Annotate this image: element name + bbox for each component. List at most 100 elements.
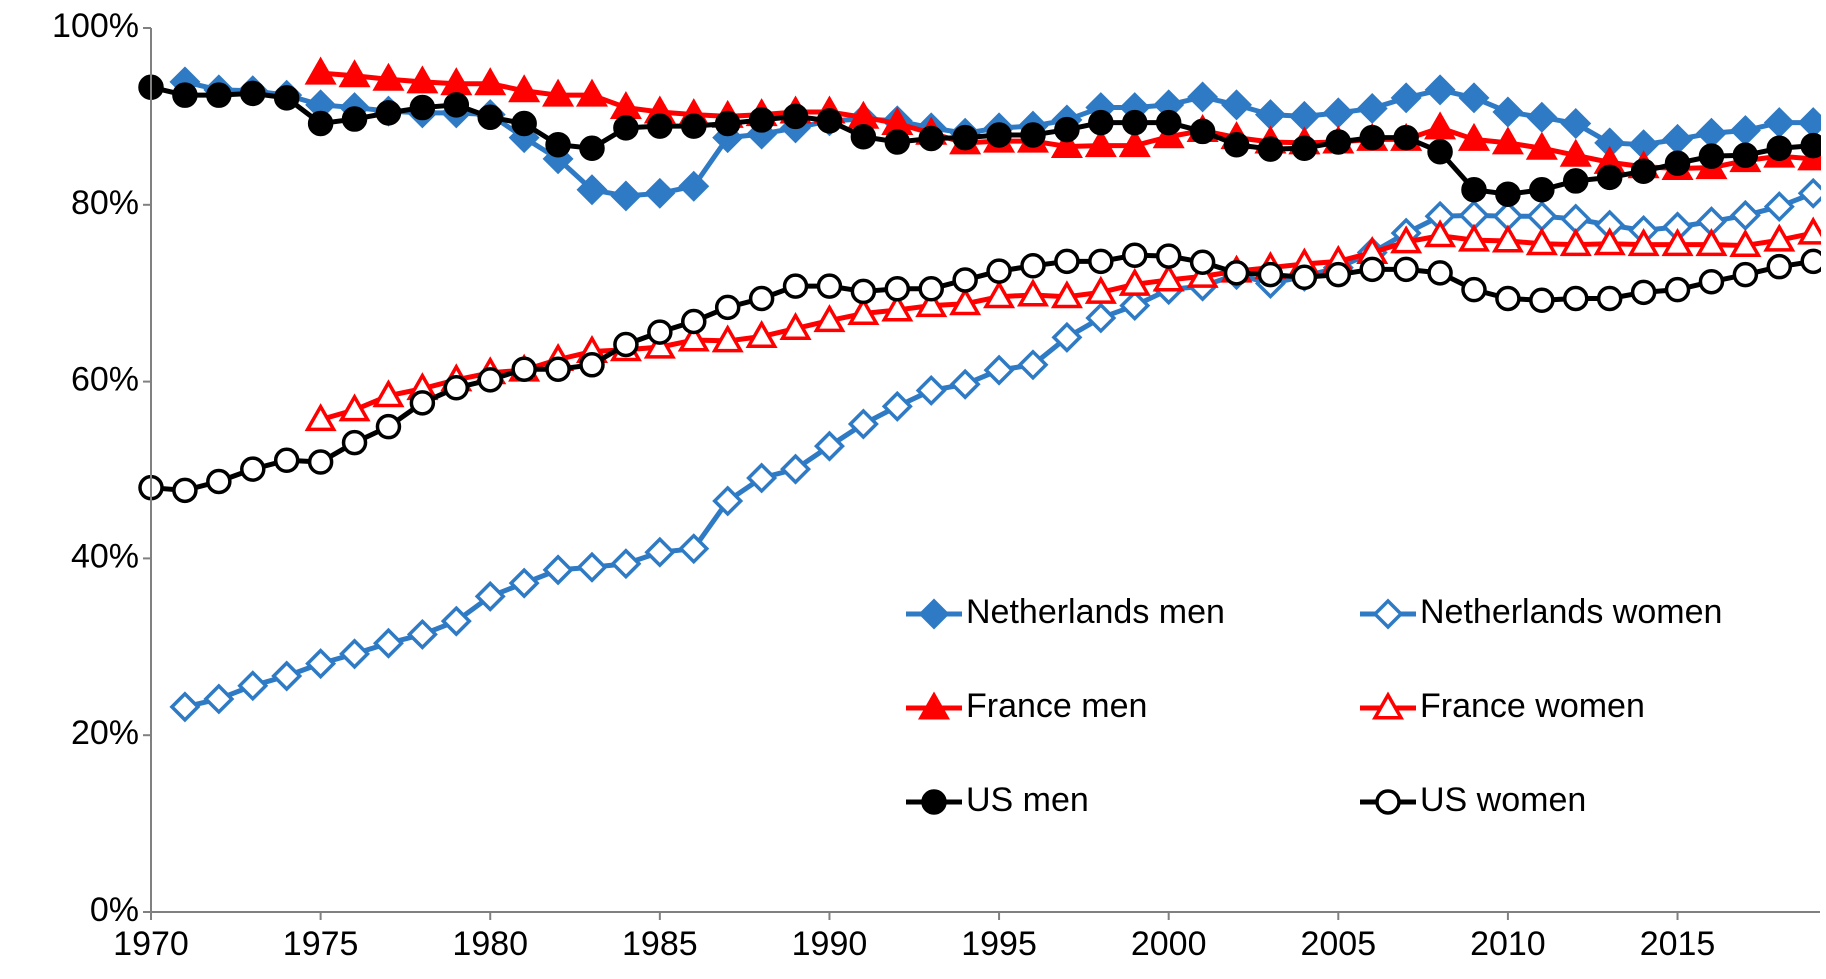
triangle-marker	[372, 379, 405, 408]
triangle-marker	[881, 293, 914, 322]
diamond-marker	[440, 605, 472, 637]
series-line	[150, 252, 1814, 493]
diamond-marker	[1372, 598, 1404, 630]
triangle-marker	[1457, 122, 1491, 151]
diamond-marker	[1187, 81, 1219, 113]
diamond-marker	[915, 374, 947, 406]
diamond-marker	[1560, 203, 1592, 235]
triangle-marker	[1084, 129, 1117, 158]
diamond-marker	[1797, 107, 1821, 139]
diamond-marker	[1119, 290, 1151, 322]
triangle-marker	[304, 56, 337, 85]
circle-marker	[748, 107, 775, 133]
circle-marker	[1495, 181, 1521, 207]
circle-marker	[1766, 253, 1793, 280]
circle-marker	[240, 80, 266, 107]
circle-marker	[1664, 150, 1691, 177]
legend-label: US women	[1420, 781, 1586, 819]
circle-marker	[409, 94, 436, 121]
diamond-marker	[983, 354, 1015, 386]
circle-marker	[1427, 260, 1453, 286]
triangle-marker	[338, 59, 371, 88]
circle-marker	[1189, 249, 1216, 276]
triangle-marker	[1627, 228, 1660, 257]
diamond-marker	[474, 580, 506, 612]
triangle-marker	[1457, 223, 1491, 252]
triangle-marker	[1371, 691, 1405, 720]
circle-marker	[1257, 261, 1284, 288]
triangle-marker	[1559, 138, 1592, 167]
triangle-marker	[1763, 223, 1796, 252]
circle-marker	[273, 447, 300, 474]
triangle-marker	[1491, 126, 1524, 155]
triangle-marker	[1525, 131, 1558, 160]
circle-marker	[1325, 261, 1352, 288]
y-tick-label: 80%	[71, 184, 139, 222]
circle-marker	[1596, 285, 1623, 312]
circle-marker	[545, 131, 571, 158]
diamond-marker	[610, 180, 642, 212]
diamond-marker	[576, 174, 608, 206]
y-tick-label: 60%	[71, 361, 139, 399]
diamond-marker	[576, 551, 608, 583]
x-tick-label: 2000	[1131, 925, 1207, 963]
triangle-marker	[575, 78, 609, 107]
circle-marker	[579, 352, 605, 378]
triangle-marker	[1118, 267, 1151, 296]
triangle-marker	[1661, 228, 1694, 257]
circle-marker	[1563, 168, 1589, 194]
circle-marker	[341, 106, 368, 132]
x-tick-label: 1995	[961, 925, 1037, 963]
circle-marker	[1375, 789, 1401, 815]
circle-marker	[545, 356, 571, 382]
triangle-marker	[1118, 129, 1151, 158]
x-tick-label: 1970	[113, 925, 189, 963]
diamond-marker	[644, 177, 676, 209]
diamond-marker	[1288, 100, 1320, 132]
circle-marker	[341, 429, 368, 456]
circle-marker	[1596, 164, 1623, 191]
diamond-marker	[1763, 107, 1795, 139]
diamond-marker	[1390, 82, 1422, 114]
circle-marker	[1529, 177, 1555, 203]
circle-marker	[884, 129, 911, 155]
triangle-marker	[372, 62, 405, 91]
circle-marker	[1291, 264, 1318, 291]
diamond-marker	[746, 462, 778, 494]
x-tick-label: 2010	[1470, 925, 1546, 963]
diamond-marker	[339, 638, 371, 670]
triangle-marker	[1424, 219, 1457, 248]
triangle-marker	[1152, 263, 1185, 292]
triangle-marker	[338, 393, 371, 422]
diamond-marker	[1322, 97, 1354, 129]
circle-marker	[782, 103, 809, 130]
circle-marker	[613, 331, 639, 358]
triangle-marker	[1525, 227, 1558, 256]
diamond-marker	[949, 368, 981, 400]
diamond-marker	[203, 683, 235, 715]
circle-marker	[1088, 248, 1114, 275]
y-tick-label: 100%	[52, 7, 139, 45]
circle-marker	[647, 113, 673, 139]
circle-marker	[172, 82, 198, 108]
circle-marker	[1461, 177, 1487, 203]
triangle-marker	[1729, 228, 1762, 257]
circle-marker	[816, 273, 843, 299]
circle-marker	[1122, 109, 1148, 136]
triangle-marker	[508, 74, 541, 103]
circle-marker	[1257, 136, 1284, 162]
x-tick-label: 2005	[1300, 925, 1376, 963]
triangle-marker	[304, 403, 337, 432]
triangle-marker	[1084, 275, 1117, 304]
diamond-marker	[542, 554, 574, 586]
circle-marker	[1054, 116, 1080, 143]
y-tick-label: 40%	[71, 537, 139, 575]
diamond-marker	[1526, 101, 1558, 133]
circle-marker	[1563, 285, 1589, 312]
circle-marker	[1732, 142, 1759, 169]
x-tick-label: 1990	[792, 925, 868, 963]
diamond-marker	[1492, 96, 1524, 128]
circle-marker	[1698, 268, 1725, 295]
triangle-marker	[1797, 216, 1821, 245]
